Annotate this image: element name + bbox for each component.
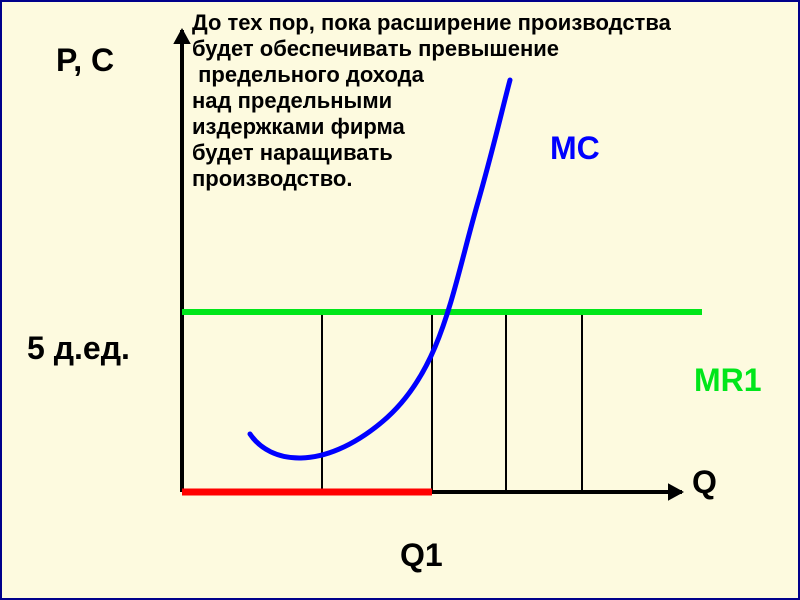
- explanation-text: До тех пор, пока расширение производства…: [192, 10, 671, 192]
- q1-axis-label: Q1: [400, 537, 443, 575]
- y-axis-label: P, C: [56, 42, 114, 80]
- x-axis-label: Q: [692, 464, 717, 502]
- mr1-line-label: MR1: [694, 362, 762, 400]
- price-level-label: 5 д.ед.: [27, 330, 130, 368]
- economics-chart-slide: P, C Q MC MR1 Q1 5 д.ед. До тех пор, пок…: [0, 0, 800, 600]
